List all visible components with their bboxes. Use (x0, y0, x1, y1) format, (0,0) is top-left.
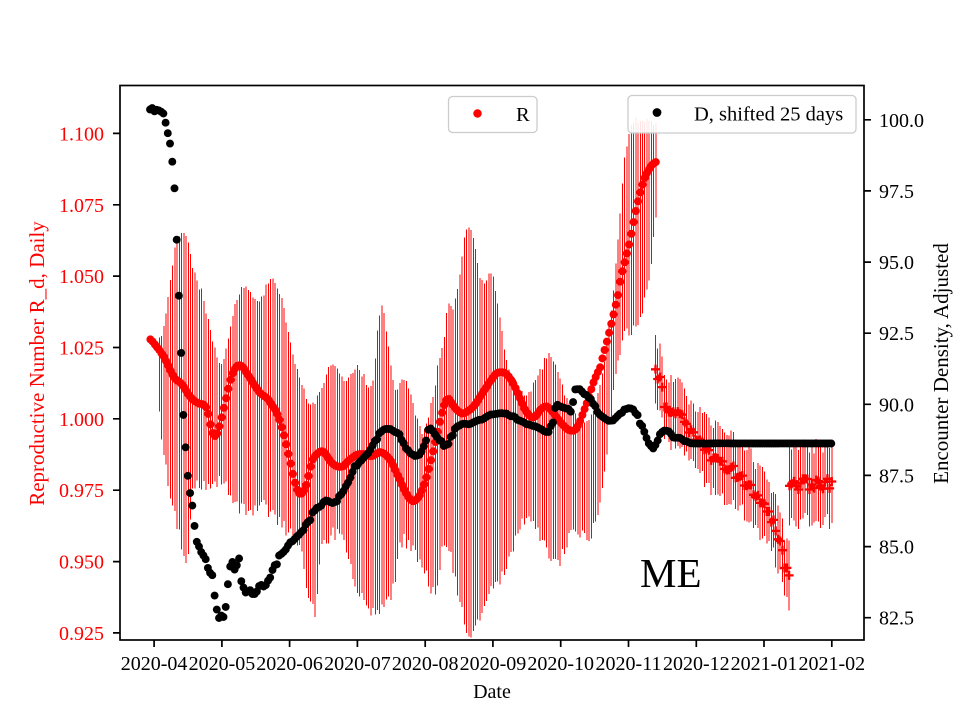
svg-text:2020-11: 2020-11 (596, 653, 662, 675)
svg-text:ME: ME (640, 550, 702, 596)
svg-text:2020-08: 2020-08 (392, 653, 459, 675)
svg-text:1.000: 1.000 (59, 409, 104, 431)
svg-text:Encounter Density, Adjusted: Encounter Density, Adjusted (929, 243, 953, 484)
svg-text:85.0: 85.0 (879, 537, 914, 559)
svg-text:2020-04: 2020-04 (121, 653, 188, 675)
svg-text:87.5: 87.5 (879, 465, 914, 487)
svg-text:1.100: 1.100 (59, 123, 104, 145)
svg-text:100.0: 100.0 (879, 110, 924, 132)
svg-text:R: R (516, 104, 530, 126)
svg-text:2020-12: 2020-12 (663, 653, 730, 675)
svg-text:0.950: 0.950 (59, 552, 104, 574)
svg-text:1.025: 1.025 (59, 338, 104, 360)
svg-text:0.975: 0.975 (59, 480, 104, 502)
svg-text:2021-01: 2021-01 (731, 653, 798, 675)
svg-text:D, shifted 25 days: D, shifted 25 days (694, 104, 843, 126)
svg-text:97.5: 97.5 (879, 181, 914, 203)
svg-text:2020-05: 2020-05 (189, 653, 256, 675)
svg-text:82.5: 82.5 (879, 608, 914, 630)
svg-text:2020-07: 2020-07 (324, 653, 391, 675)
svg-text:0.925: 0.925 (59, 623, 104, 645)
svg-text:2020-10: 2020-10 (527, 653, 594, 675)
svg-text:1.075: 1.075 (59, 195, 104, 217)
svg-text:2020-09: 2020-09 (460, 653, 527, 675)
svg-text:Reproductive Number R_d, Daily: Reproductive Number R_d, Daily (25, 221, 49, 506)
svg-text:90.0: 90.0 (879, 394, 914, 416)
svg-text:2020-06: 2020-06 (256, 653, 323, 675)
svg-text:Date: Date (473, 681, 511, 703)
svg-text:2021-02: 2021-02 (798, 653, 865, 675)
svg-text:92.5: 92.5 (879, 323, 914, 345)
svg-text:95.0: 95.0 (879, 252, 914, 274)
svg-text:1.050: 1.050 (59, 266, 104, 288)
